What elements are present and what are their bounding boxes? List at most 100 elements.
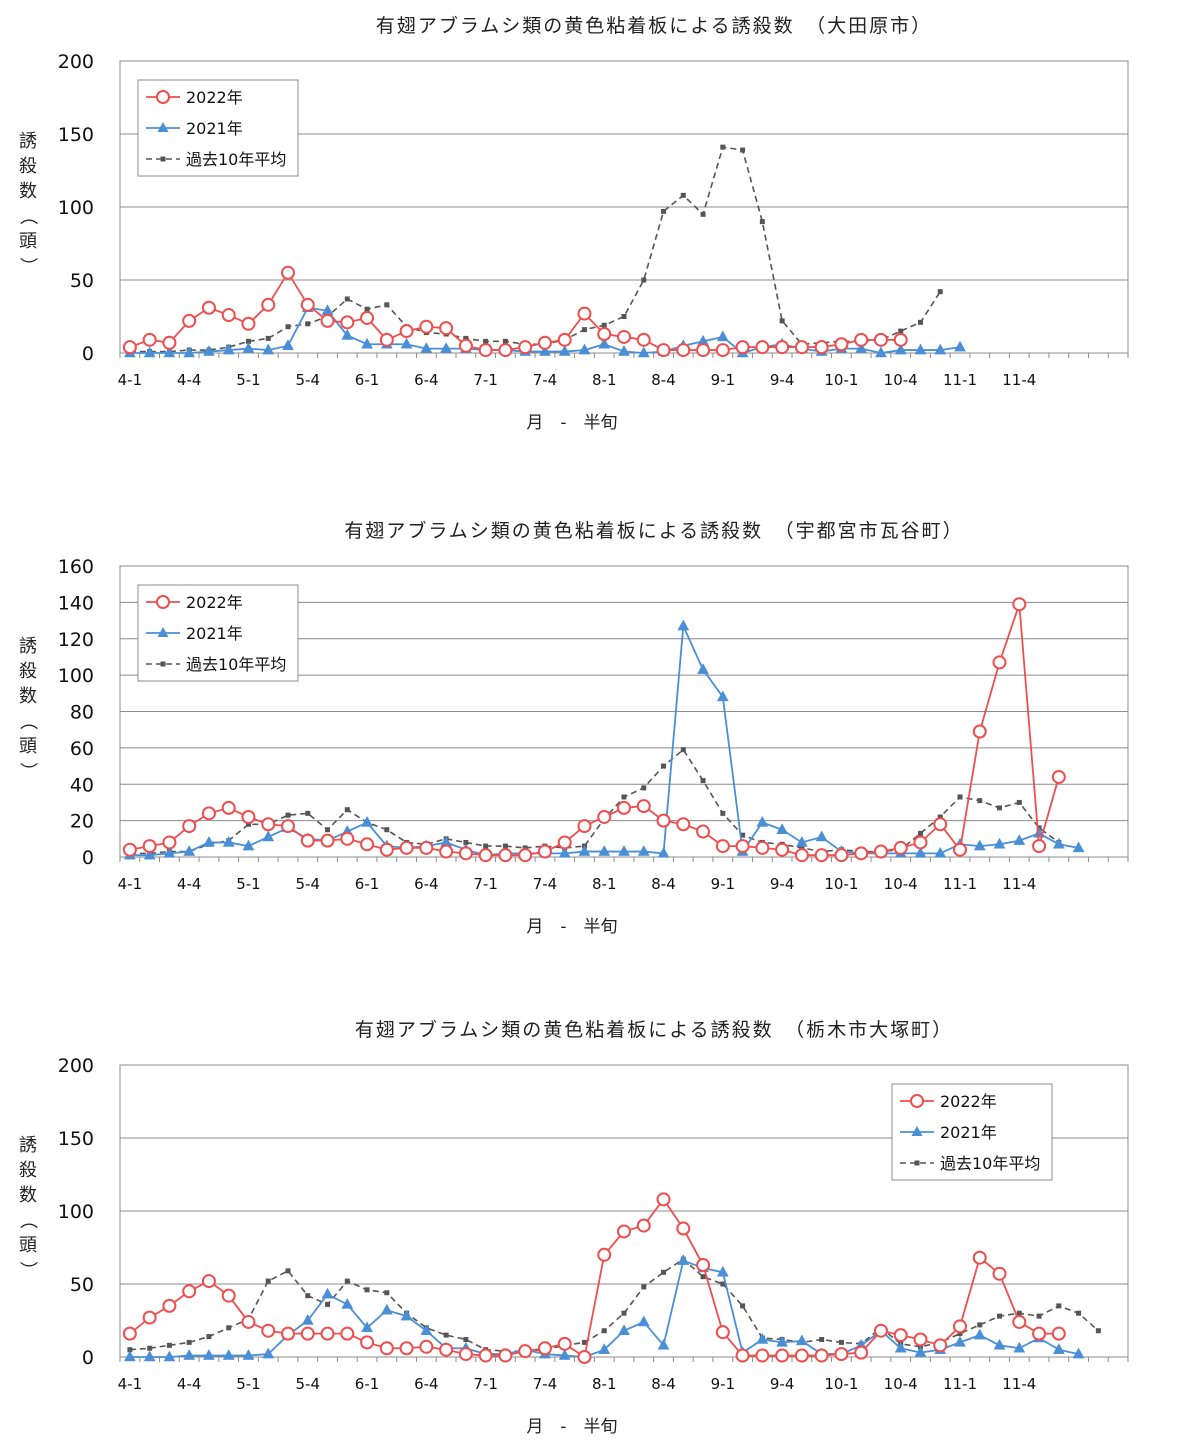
data-point-2022 [439,1342,454,1357]
data-point-avg [720,144,726,150]
data-point-2021 [183,1349,196,1360]
data-point-2021 [321,1287,334,1299]
data-point-avg [917,830,923,836]
y-axis-label-char: （ [17,1211,38,1229]
data-point-2021 [262,830,275,842]
x-tick-label: 4-1 [118,875,143,893]
y-tick-label: 50 [70,1274,94,1296]
plot-frame [119,1064,1129,1358]
data-point-2021 [954,1335,966,1347]
data-point-2022 [300,1326,315,1341]
data-point-avg [700,778,706,784]
x-tick-label: 4-4 [177,875,202,893]
data-point-2022 [340,1326,355,1341]
data-point-2021 [637,1315,650,1327]
data-point-2021 [618,845,630,856]
x-tick-label: 6-1 [355,371,380,389]
data-point-avg [720,1281,726,1287]
data-point-avg [977,1322,983,1328]
x-tick-label: 6-1 [355,1375,380,1393]
data-point-avg [720,810,726,816]
data-point-2021 [756,1332,769,1344]
data-point-2022 [794,848,809,863]
data-point-2021 [677,619,690,631]
data-point-2022 [557,835,572,850]
data-point-2021 [1013,834,1026,845]
data-point-avg [937,814,943,820]
chart-panel-utsunomiya: 有翅アブラムシ類の黄色粘着板による誘殺数 （宇都宮市瓦谷町） 0 20 40 60 80 1… [0,505,1177,975]
data-point-2021 [618,1324,630,1335]
data-point-avg [1095,1328,1101,1334]
data-point-2022 [617,1224,631,1239]
data-point-avg [305,321,311,327]
x-tick-label: 7-1 [473,1375,498,1393]
x-tick-label: 6-1 [355,875,380,893]
y-tick-label: 0 [82,343,94,365]
x-tick-label: 9-4 [770,371,795,389]
x-tick-label: 8-1 [592,1375,617,1393]
x-tick-label: 4-4 [177,1375,202,1393]
data-point-2022 [320,833,335,848]
data-point-2021 [341,1297,354,1309]
data-point-2021 [875,346,887,358]
data-point-avg [680,747,686,753]
data-point-2022 [617,800,631,815]
data-point-2022 [696,824,711,839]
data-point-2021 [361,337,373,349]
x-tick-label: 9-1 [711,1375,736,1393]
data-point-2022 [261,1323,276,1338]
data-point-2022 [676,343,691,358]
data-point-avg [779,318,785,324]
data-point-avg [206,1334,212,1340]
data-point-2022 [696,1258,711,1273]
chart-panel-otawara: 有翅アブラムシ類の黄色粘着板による誘殺数 （大田原市） 0 50 100 150 200 4… [0,0,1177,470]
data-point-2022 [814,340,829,355]
x-tick-label: 9-1 [711,371,736,389]
data-point-2021 [1052,837,1065,849]
data-point-2021 [123,1350,136,1362]
data-point-2021 [262,343,275,355]
y-axis-label-char: 頭 [19,1235,37,1256]
data-point-2022 [419,319,434,334]
data-point-avg [661,763,667,769]
legend-label-2022: 2022年 [186,593,243,612]
y-tick-label: 200 [58,51,94,73]
x-tick-label: 6-4 [414,1375,439,1393]
data-point-2021 [776,823,789,834]
data-point-2022 [142,839,157,854]
data-point-avg [463,335,469,341]
data-point-2022 [854,846,869,861]
data-point-2022 [360,837,375,852]
data-point-2021 [203,1349,215,1360]
data-point-2022 [557,1336,572,1351]
y-tick-label: 0 [82,847,94,869]
data-point-2021 [1072,1347,1085,1359]
data-point-avg [483,843,489,849]
data-point-2021 [282,339,294,350]
data-point-2021 [1052,1343,1065,1354]
data-point-2022 [1012,597,1027,612]
data-point-2022 [439,321,454,336]
data-point-2022 [913,835,928,850]
data-point-2021 [301,1313,314,1325]
x-tick-label: 7-4 [533,1375,558,1393]
data-point-2021 [361,1321,373,1333]
data-point-2022 [439,844,454,859]
data-point-2021 [954,340,966,352]
data-point-avg [740,147,746,153]
data-point-2021 [637,346,650,358]
data-point-avg [147,1345,153,1351]
data-point-avg [661,208,667,214]
data-point-2022 [261,817,276,832]
data-point-2021 [222,835,235,847]
data-point-2022 [597,327,612,342]
series-line-avg [129,748,1060,855]
data-point-2022 [1051,769,1066,784]
x-tick-label: 8-4 [651,875,676,893]
data-point-2021 [637,845,650,856]
data-point-2022 [360,310,375,325]
y-axis-label-char: 数 [19,686,37,707]
data-point-2022 [715,343,730,358]
data-point-2022 [518,848,533,863]
data-point-avg [483,338,489,344]
